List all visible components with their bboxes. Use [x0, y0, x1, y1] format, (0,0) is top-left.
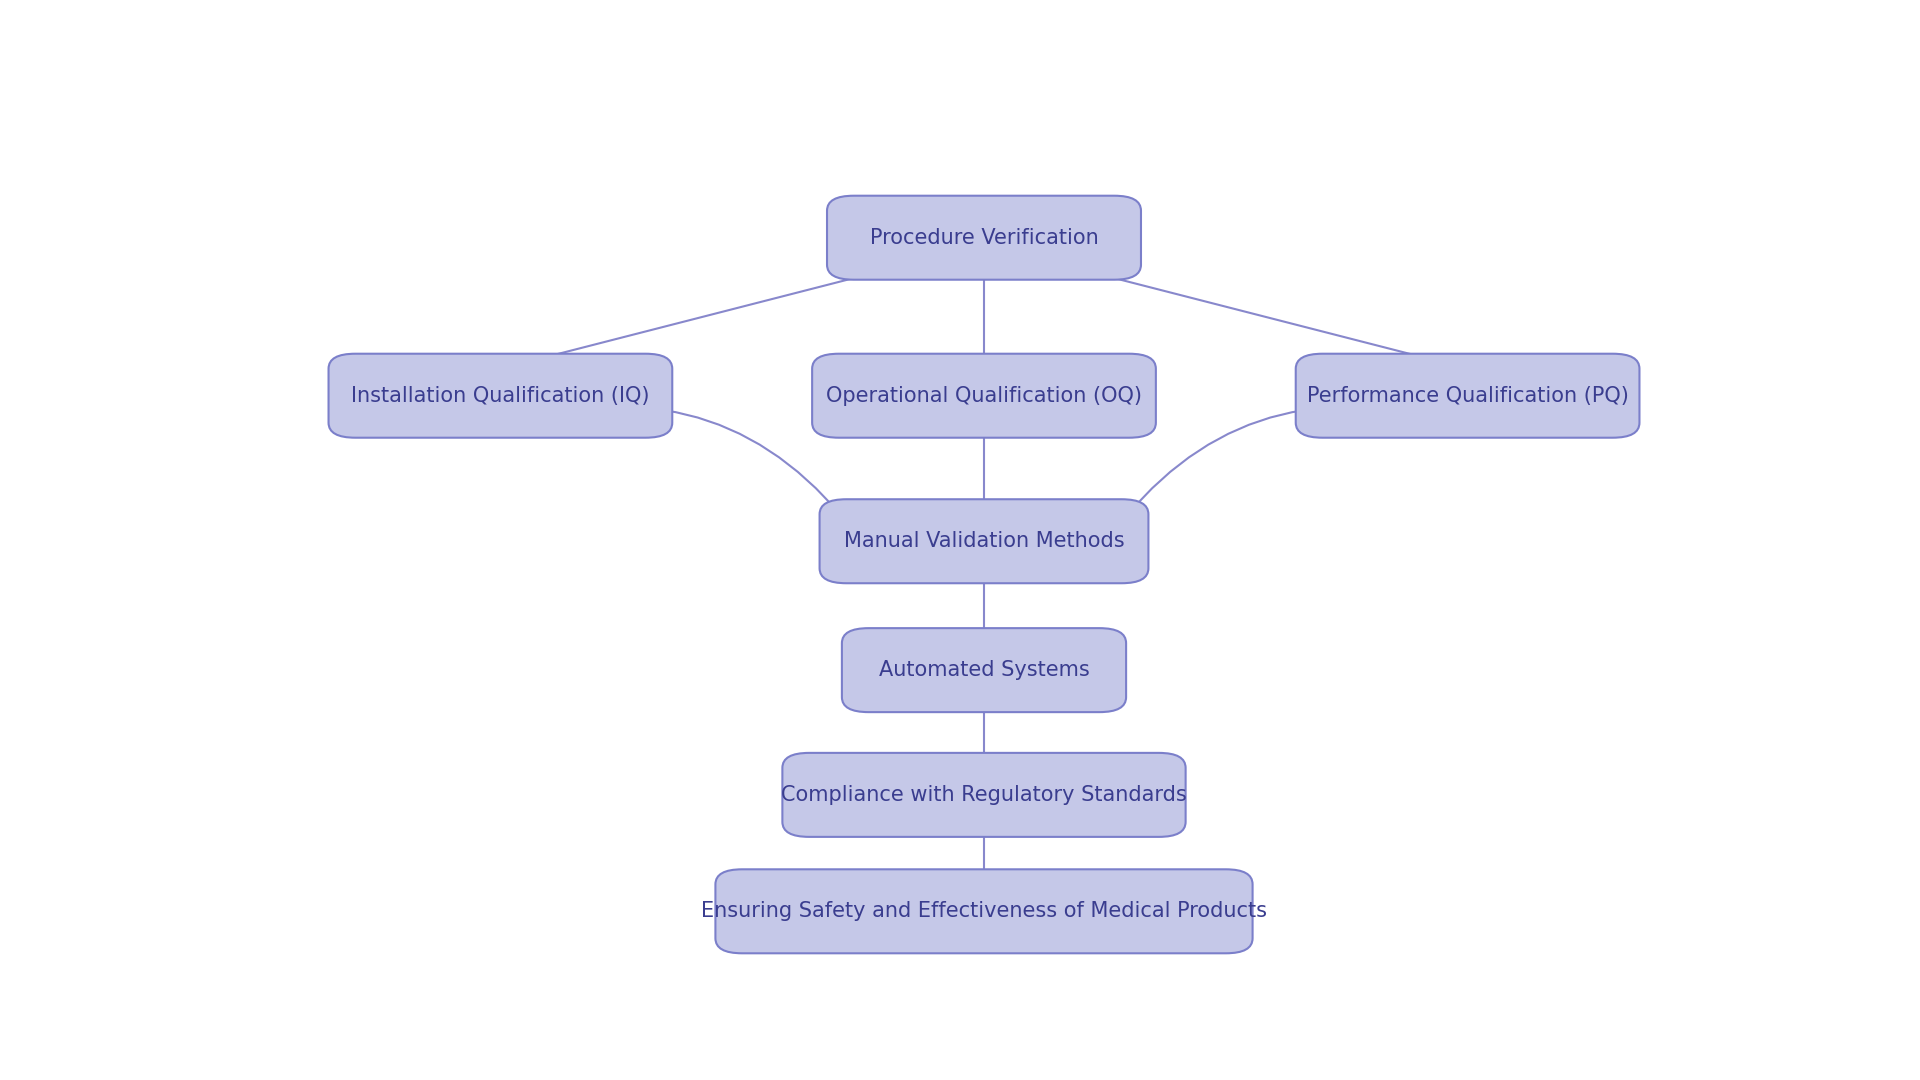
FancyBboxPatch shape [716, 869, 1252, 954]
Text: Manual Validation Methods: Manual Validation Methods [843, 531, 1125, 551]
FancyBboxPatch shape [828, 195, 1140, 280]
Text: Procedure Verification: Procedure Verification [870, 228, 1098, 247]
Text: Operational Qualification (OQ): Operational Qualification (OQ) [826, 386, 1142, 406]
FancyBboxPatch shape [781, 753, 1187, 837]
FancyBboxPatch shape [841, 629, 1127, 712]
FancyBboxPatch shape [812, 354, 1156, 437]
Text: Compliance with Regulatory Standards: Compliance with Regulatory Standards [781, 785, 1187, 805]
FancyBboxPatch shape [820, 499, 1148, 583]
Text: Installation Qualification (IQ): Installation Qualification (IQ) [351, 386, 649, 406]
Text: Performance Qualification (PQ): Performance Qualification (PQ) [1308, 386, 1628, 406]
Text: Automated Systems: Automated Systems [879, 660, 1089, 680]
FancyBboxPatch shape [328, 354, 672, 437]
FancyBboxPatch shape [1296, 354, 1640, 437]
Text: Ensuring Safety and Effectiveness of Medical Products: Ensuring Safety and Effectiveness of Med… [701, 902, 1267, 921]
